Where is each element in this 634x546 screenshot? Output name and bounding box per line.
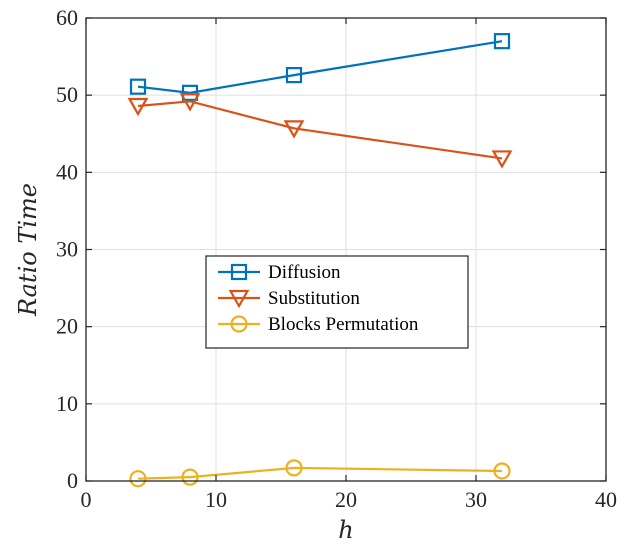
data-point bbox=[129, 470, 147, 488]
x-tick-label: 30 bbox=[465, 487, 487, 512]
legend-entry: Diffusion bbox=[218, 262, 341, 283]
x-tick-label: 10 bbox=[205, 487, 227, 512]
data-point bbox=[285, 459, 303, 477]
data-point bbox=[179, 93, 201, 112]
series-layer bbox=[127, 33, 513, 488]
y-axis-label: Ratio Time bbox=[14, 183, 42, 317]
y-tick-label: 50 bbox=[56, 82, 78, 107]
legend-marker bbox=[230, 315, 248, 333]
legend-marker bbox=[230, 263, 248, 281]
y-tick-label: 10 bbox=[56, 391, 78, 416]
y-tick-label: 30 bbox=[56, 237, 78, 262]
data-point bbox=[127, 97, 149, 117]
series-line bbox=[137, 40, 503, 94]
ticks: 0 10 20 30 40 0 10 20 30 40 50 60 bbox=[56, 5, 617, 512]
legend-label: Blocks Permutation bbox=[268, 314, 419, 335]
legend: Diffusion Substitution Blocks Permutation bbox=[205, 255, 469, 349]
legend-label: Diffusion bbox=[268, 262, 341, 283]
series-diffusion bbox=[129, 33, 511, 101]
data-point bbox=[129, 78, 147, 95]
data-point bbox=[493, 462, 511, 480]
data-point bbox=[181, 468, 199, 486]
legend-entry: Substitution bbox=[218, 288, 360, 309]
series-line bbox=[137, 100, 503, 160]
data-point bbox=[491, 150, 513, 169]
x-tick-label: 20 bbox=[335, 487, 357, 512]
x-axis-label: h bbox=[338, 516, 353, 544]
data-point bbox=[493, 33, 511, 50]
series-substitution bbox=[127, 93, 513, 169]
y-tick-label: 40 bbox=[56, 159, 78, 184]
data-point bbox=[181, 84, 199, 101]
x-tick-label: 0 bbox=[81, 487, 92, 512]
y-tick-label: 20 bbox=[56, 314, 78, 339]
series-blocks-permutation bbox=[129, 459, 511, 488]
legend-marker bbox=[228, 289, 250, 309]
y-tick-label: 60 bbox=[56, 5, 78, 30]
data-point bbox=[285, 67, 303, 84]
x-tick-label: 40 bbox=[595, 487, 617, 512]
legend-entry: Blocks Permutation bbox=[218, 314, 419, 335]
data-point bbox=[283, 120, 305, 139]
y-tick-label: 0 bbox=[67, 468, 78, 493]
legend-label: Substitution bbox=[268, 288, 360, 309]
series-line bbox=[137, 466, 503, 480]
